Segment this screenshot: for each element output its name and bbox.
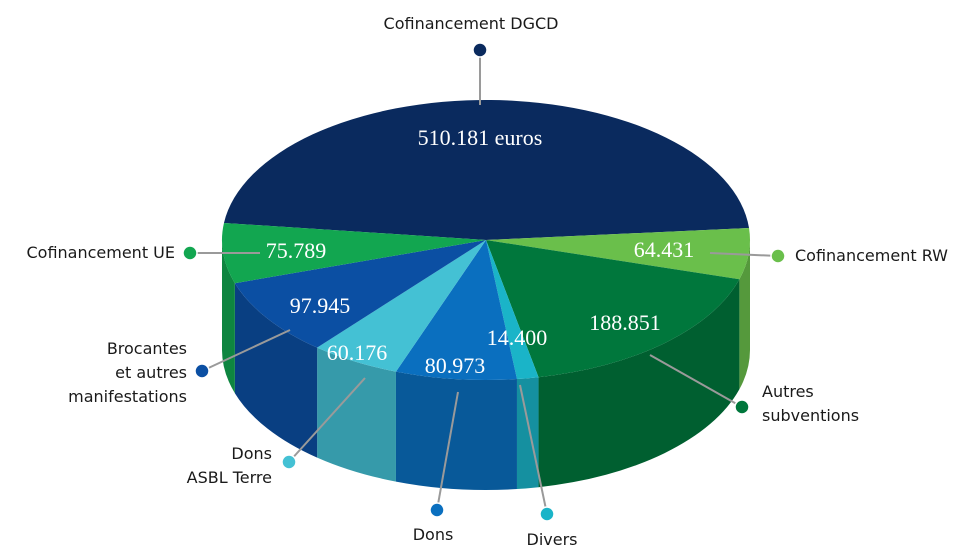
slice xyxy=(234,240,486,348)
slice xyxy=(395,240,517,380)
data-label: 510.181 euros xyxy=(418,125,543,150)
legend-dot xyxy=(182,245,198,261)
legend-dot xyxy=(194,363,210,379)
category-label: Dons ASBL Terre xyxy=(187,444,272,487)
category-label: Brocantes et autres manifestations xyxy=(68,339,187,406)
leader-line xyxy=(201,329,291,372)
data-label: 64.431 xyxy=(634,237,695,262)
legend-dot xyxy=(281,454,297,470)
leader-line xyxy=(436,391,459,511)
category-label: Divers xyxy=(527,530,578,547)
data-label: 14.400 xyxy=(487,325,548,350)
data-label: 60.176 xyxy=(327,340,388,365)
slice-side xyxy=(234,283,318,458)
slice xyxy=(486,240,740,378)
slice-side xyxy=(395,371,517,490)
slice-side xyxy=(739,240,750,390)
data-label: 97.945 xyxy=(290,293,351,318)
data-label: 188.851 xyxy=(589,310,661,335)
slice xyxy=(222,222,487,284)
category-label: Dons xyxy=(413,525,454,544)
slice xyxy=(223,99,750,241)
leader-line xyxy=(519,384,548,515)
slice-side xyxy=(222,240,235,394)
category-label: Autres subventions xyxy=(762,382,859,425)
slice xyxy=(317,240,486,372)
data-label: 75.789 xyxy=(266,238,327,263)
legend-dot xyxy=(472,42,488,58)
category-label: Cofinancement DGCD xyxy=(384,14,559,33)
legend-dot xyxy=(429,502,445,518)
slice-side xyxy=(538,279,740,488)
category-label: Cofinancement RW xyxy=(795,246,948,265)
leader-line xyxy=(709,252,779,257)
slice xyxy=(486,240,539,380)
slice xyxy=(486,227,751,280)
slice-side xyxy=(516,377,539,490)
legend-dot xyxy=(539,506,555,522)
leader-line xyxy=(649,354,743,408)
data-label: 80.973 xyxy=(425,353,486,378)
legend-dot xyxy=(734,399,750,415)
legend-dot xyxy=(770,248,786,264)
category-label: Cofinancement UE xyxy=(26,243,175,262)
leader-line xyxy=(288,377,366,463)
slice-side xyxy=(317,347,396,482)
